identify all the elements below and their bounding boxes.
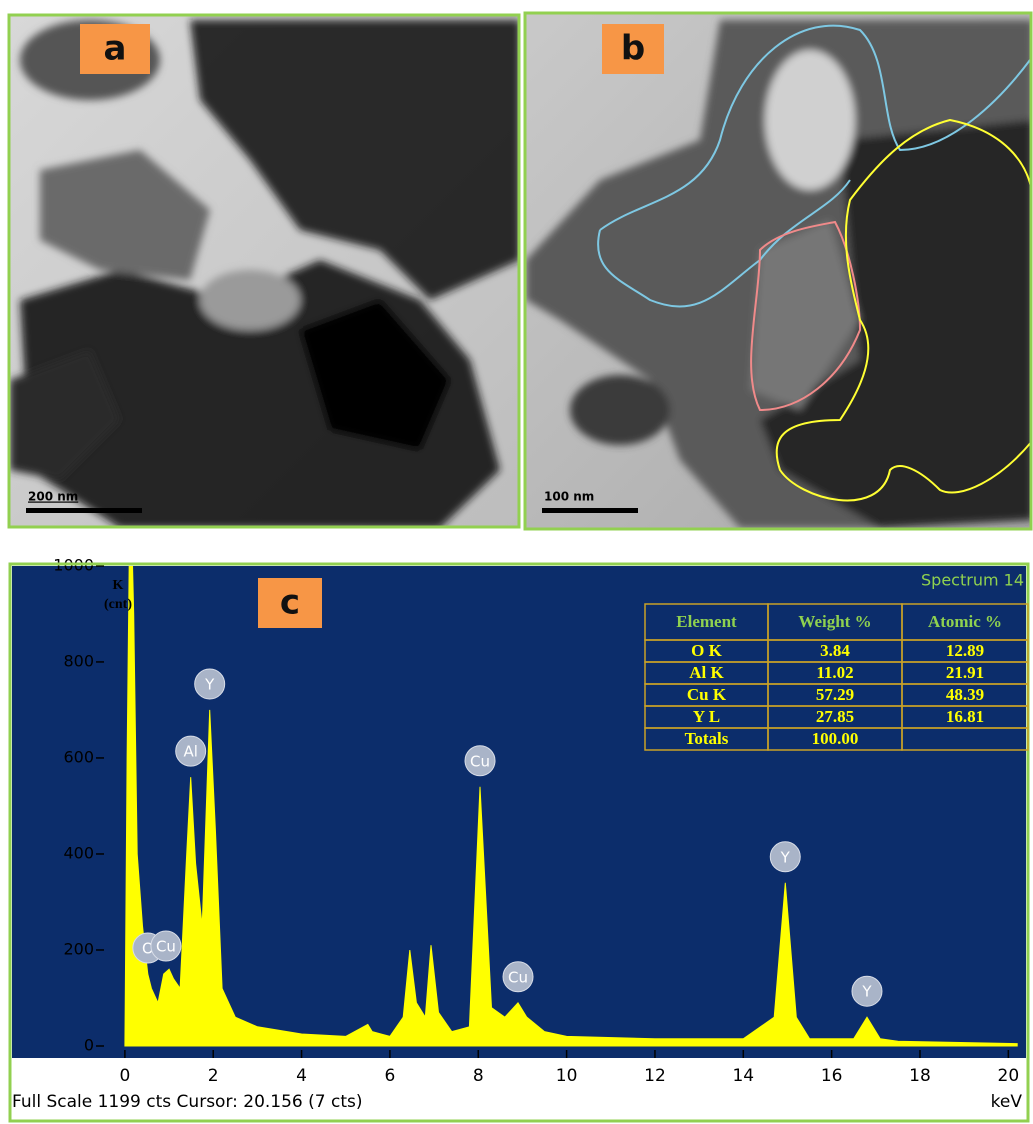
y-tick-label: 800 (63, 651, 94, 670)
table-value: 21.91 (946, 663, 984, 682)
y-tick-label: 200 (63, 939, 94, 958)
scale-bar-label: 200 nm (28, 490, 78, 504)
x-axis-label: keV (991, 1092, 1023, 1112)
table-value: Totals (685, 729, 729, 748)
y-axis-label: K (113, 578, 124, 593)
panel-label: c (280, 583, 300, 623)
x-tick-label: 4 (296, 1066, 307, 1086)
table-header: Weight % (798, 612, 871, 631)
x-tick-label: 0 (119, 1066, 130, 1086)
y-axis-label: (cnt) (104, 597, 132, 612)
table-value: 100.00 (812, 729, 859, 748)
peak-label: Cu (156, 937, 176, 955)
table-value: Al K (689, 663, 724, 682)
table-value: 16.81 (946, 707, 984, 726)
peak-label: Y (204, 675, 215, 693)
tem-image-a (8, 14, 520, 528)
footer: Full Scale 1199 cts Cursor: 20.156 (7 ct… (12, 1092, 363, 1112)
x-tick-label: 20 (998, 1066, 1020, 1086)
results-table: Element Weight % Atomic % O K 3.84 12.89 Al K 1… (645, 604, 1028, 750)
scale-bar (26, 508, 142, 513)
y-tick-label: 400 (63, 843, 94, 862)
panel-label: a (104, 29, 127, 69)
figure-canvas: a 200 nm b 100 nm 0200400600800100002468… (0, 0, 1033, 1124)
table-value: 12.89 (946, 641, 984, 660)
table-value: Cu K (687, 685, 727, 704)
y-tick-label: 0 (84, 1036, 94, 1055)
x-tick-label: 10 (556, 1066, 578, 1086)
panel-label: b (621, 29, 645, 69)
peak-label: Cu (470, 752, 490, 770)
table-value: 3.84 (820, 641, 850, 660)
scale-bar-label: 100 nm (544, 490, 594, 504)
table-value: O K (691, 641, 722, 660)
x-tick-label: 6 (384, 1066, 395, 1086)
table-value: 57.29 (816, 685, 854, 704)
x-tick-label: 14 (732, 1066, 754, 1086)
tem-image-b (524, 12, 1033, 530)
x-tick-label: 16 (821, 1066, 843, 1086)
scale-bar (542, 508, 638, 513)
peak-label: Y (780, 848, 791, 866)
table-value: 48.39 (946, 685, 984, 704)
y-tick-label: 600 (63, 747, 94, 766)
table-header: Element (676, 612, 737, 631)
table-header: Atomic % (928, 612, 1002, 631)
table-value: Y L (693, 707, 720, 726)
figure: a 200 nm b 100 nm 0200400600800100002468… (0, 0, 1033, 1124)
chart-title: Spectrum 14 (921, 571, 1024, 590)
peak-label: Al (183, 743, 197, 761)
x-tick-label: 2 (208, 1066, 219, 1086)
table-value: 11.02 (816, 663, 853, 682)
x-tick-label: 12 (644, 1066, 666, 1086)
table-value: 27.85 (816, 707, 854, 726)
x-tick-label: 18 (909, 1066, 931, 1086)
peak-label: Y (861, 983, 872, 1001)
x-tick-label: 8 (473, 1066, 484, 1086)
peak-label: Cu (508, 968, 528, 986)
